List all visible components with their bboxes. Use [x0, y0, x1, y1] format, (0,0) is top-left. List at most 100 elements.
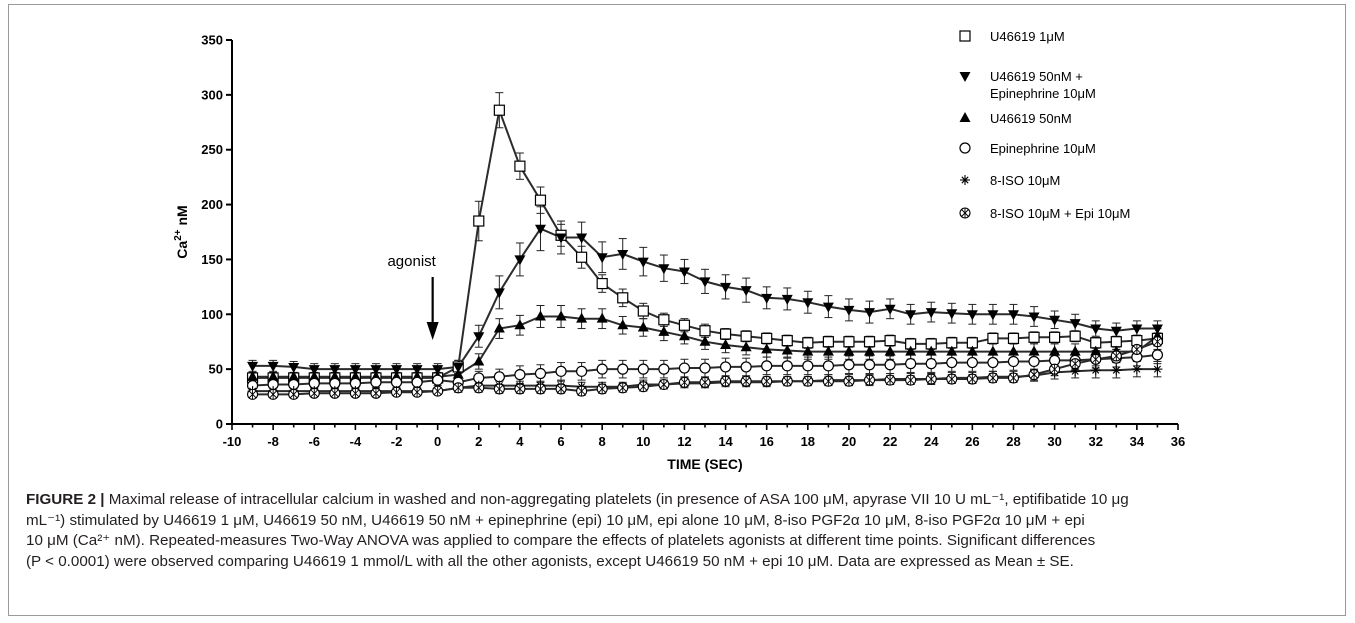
x-tick-label: 24: [924, 434, 939, 449]
series-2-point: [411, 365, 423, 376]
series-1-point: [987, 332, 999, 345]
series-2-point: [1110, 326, 1122, 337]
series-4-point: [884, 359, 896, 371]
series-6-point: [267, 388, 279, 400]
series-6-point: [1007, 372, 1020, 384]
series-4-point: [863, 359, 876, 371]
series-6-point: [699, 376, 711, 388]
series-4-point: [658, 363, 670, 375]
series-1-point: [576, 251, 588, 263]
series-6-point: [247, 388, 259, 400]
series-3-point: [740, 341, 752, 352]
y-tick-label: 50: [209, 362, 223, 377]
series-2-point: [884, 304, 896, 315]
series-3-point: [288, 370, 300, 381]
series-6-point: [987, 372, 999, 384]
series-3-point: [925, 345, 937, 356]
series-1-point: [740, 330, 752, 342]
series-6-point: [740, 375, 752, 387]
figure-frame: [8, 4, 1346, 616]
series-6-point: [329, 387, 341, 399]
series-2-point: [678, 267, 690, 278]
series-6-point: [863, 374, 876, 386]
series-4-point: [617, 363, 629, 375]
y-tick-label: 0: [216, 417, 223, 432]
series-1-point: [1028, 331, 1040, 343]
series-1-point: [699, 325, 711, 337]
series-6-point: [555, 383, 567, 395]
series-1-point: [863, 336, 876, 348]
series-2-point: [822, 302, 834, 313]
annotation-label: agonist: [387, 253, 436, 270]
series-3-point: [720, 339, 732, 350]
series-4-point: [925, 358, 937, 370]
series-2-point: [308, 365, 320, 376]
series-2-point: [514, 255, 526, 266]
series-6-point: [946, 373, 958, 385]
legend-marker-5: [960, 175, 970, 185]
series-1-point: [1007, 332, 1020, 345]
series-3-point: [966, 345, 978, 356]
series-3-point: [349, 370, 361, 381]
series-4-point: [987, 356, 999, 369]
series-3-point: [247, 370, 259, 381]
series-3-point: [637, 321, 649, 332]
x-tick-label: 0: [434, 434, 441, 449]
series-6-point: [802, 375, 814, 387]
x-tick-label: 16: [759, 434, 773, 449]
series-4-point: [493, 371, 505, 383]
series-6-point: [452, 382, 464, 394]
series-3-point: [678, 330, 690, 341]
series-3-point: [617, 319, 629, 330]
series-2-point: [349, 365, 361, 376]
x-tick-label: 20: [842, 434, 856, 449]
series-1-point: [1049, 331, 1061, 343]
series-6-point: [1110, 350, 1122, 362]
x-tick-label: 8: [599, 434, 606, 449]
series-2-point: [740, 286, 752, 297]
x-tick-label: -10: [223, 434, 242, 449]
series-1-point: [493, 104, 505, 116]
series-3-point: [658, 325, 670, 336]
series-4-point: [822, 360, 834, 372]
series-2-point: [596, 253, 608, 264]
series-3-point: [699, 335, 711, 346]
y-tick-label: 250: [201, 142, 223, 157]
series-2-point: [946, 309, 958, 320]
series-1-point: [1110, 336, 1122, 348]
series-6-point: [596, 383, 608, 395]
x-tick-label: -8: [267, 434, 279, 449]
x-tick-label: 10: [636, 434, 650, 449]
series-6-point: [411, 386, 423, 398]
series-3-point: [1090, 345, 1102, 356]
series-3-point: [946, 345, 958, 356]
series-4-point: [534, 367, 547, 380]
series-2-point: [699, 277, 711, 288]
series-2-point: [781, 294, 793, 305]
series-6-point: [925, 373, 937, 385]
series-4-point: [1151, 349, 1164, 361]
x-axis-title: TIME (SEC): [667, 456, 742, 472]
series-2-point: [247, 361, 259, 372]
y-tick-label: 200: [201, 197, 223, 212]
series-4-point: [596, 363, 608, 375]
series-3-point: [884, 345, 896, 356]
series-6-point: [761, 375, 773, 387]
series-2-point: [473, 332, 485, 343]
series-2-point: [555, 233, 567, 244]
series-6-point: [1151, 336, 1163, 348]
series-6-point: [1069, 358, 1081, 370]
agonist-annotation: agonist: [387, 253, 439, 340]
series-5-point: [1131, 364, 1142, 375]
legend: U46619 1μM U46619 50nM + Epinephrine 10μM U…: [959, 29, 1130, 221]
series-1-point: [534, 194, 547, 206]
series-6-point: [1028, 369, 1040, 381]
series-2-point: [905, 310, 917, 321]
series-3-point: [452, 368, 464, 379]
series-2-point: [1069, 319, 1081, 330]
caption-line-2: mL⁻¹) stimulated by U46619 1 μM, U46619 …: [26, 511, 1085, 529]
series-1-point: [719, 328, 732, 340]
legend-label-5: 8-ISO 10μM: [990, 173, 1060, 188]
series-6-point: [905, 374, 917, 386]
legend-label-2: Epinephrine 10μM: [990, 86, 1096, 101]
